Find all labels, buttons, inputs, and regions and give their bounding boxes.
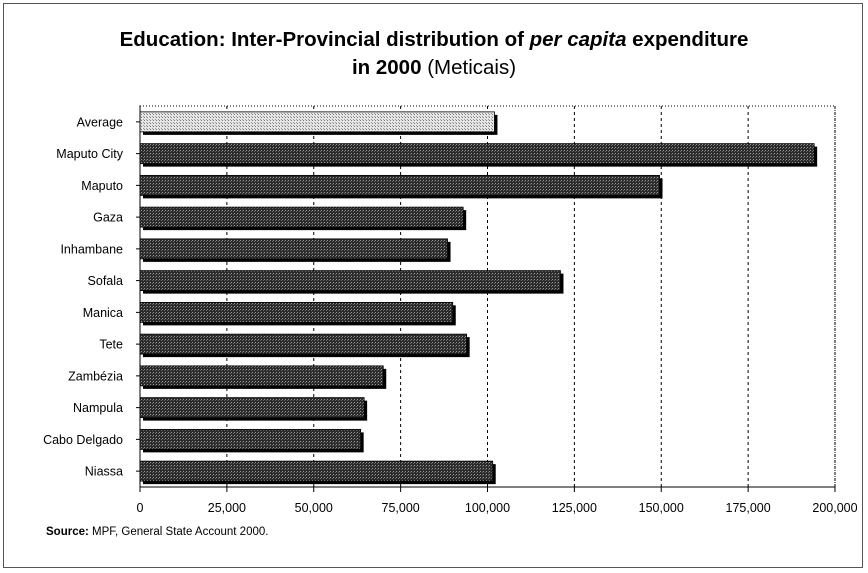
title-year: in 2000 [351, 56, 422, 79]
bar [139, 333, 468, 355]
category-label: Maputo [81, 179, 123, 193]
x-tick-label: 150,000 [639, 501, 684, 515]
bar [139, 174, 660, 196]
x-tick-label: 175,000 [726, 501, 771, 515]
category-label: Nampula [73, 401, 123, 415]
plot-border [139, 105, 836, 488]
category-label: Niassa [85, 465, 123, 479]
bar [139, 238, 448, 260]
bar [139, 397, 365, 419]
x-tick-label: 200,000 [812, 501, 857, 515]
title-line-2: in 2000 (Meticais) [0, 54, 868, 82]
source-text: MPF, General State Account 2000. [88, 526, 269, 538]
x-tick-label: 25,000 [208, 501, 246, 515]
x-tick-label: 125,000 [552, 501, 597, 515]
x-tick-label: 50,000 [295, 501, 333, 515]
title-line-1: Education: Inter-Provincial distribution… [0, 26, 868, 54]
category-label: Inhambane [60, 242, 123, 256]
category-label: Sofala [88, 274, 123, 288]
bar [139, 143, 815, 165]
bar [139, 428, 362, 450]
title-unit: (Meticais) [427, 56, 517, 79]
x-tick-label: 100,000 [465, 501, 510, 515]
category-label: Average [77, 115, 123, 129]
category-label: Zambézia [68, 369, 123, 383]
title-suffix: expenditure [626, 28, 749, 51]
bar [139, 111, 495, 133]
x-tick-label: 0 [137, 501, 144, 515]
title-prefix: Education: Inter-Provincial distribution… [119, 28, 530, 51]
bar [139, 301, 454, 323]
category-label: Gaza [93, 211, 123, 225]
category-label: Cabo Delgado [43, 433, 123, 447]
bar [139, 460, 494, 482]
source-label: Source: [46, 526, 89, 538]
plot-area: 0 25,000 50,000 75,000 100,000 125,000 150,000… [43, 105, 858, 515]
bar [139, 206, 464, 228]
category-label: Manica [83, 306, 123, 320]
category-label: Tete [99, 338, 123, 352]
chart-title: Education: Inter-Provincial distribution… [0, 26, 868, 82]
bar [139, 270, 561, 292]
category-label: Maputo City [56, 147, 123, 161]
x-tick-label: 75,000 [382, 501, 420, 515]
title-italic: per capita [529, 28, 627, 51]
bar [139, 365, 384, 387]
source-note: Source: MPF, General State Account 2000. [46, 526, 268, 538]
